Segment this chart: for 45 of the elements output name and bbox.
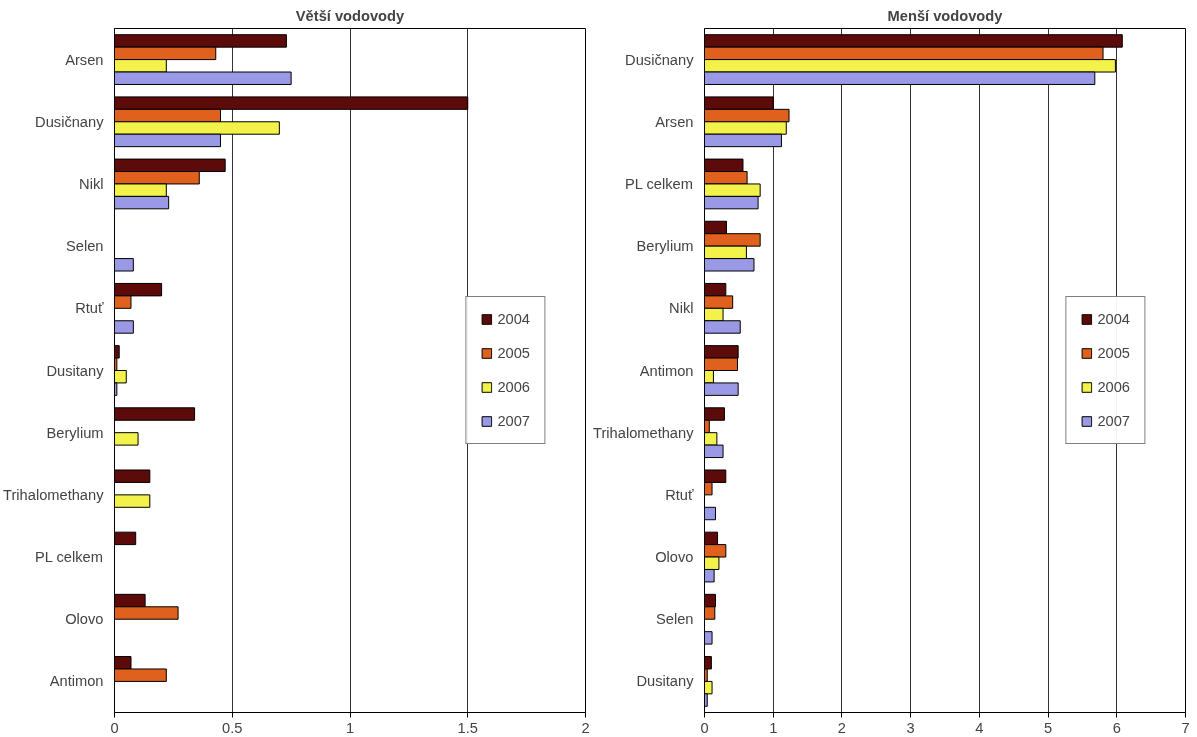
y-tick-label: Selen <box>66 238 104 255</box>
y-tick-label: Arsen <box>65 51 104 68</box>
x-tick-label: 2 <box>581 719 590 736</box>
chart-title: Menší vodovody <box>887 7 1004 24</box>
y-tick-label: Olovo <box>65 611 104 628</box>
y-tick-label: Antimon <box>639 362 694 379</box>
legend-label: 2006 <box>1097 379 1130 395</box>
legend-label: 2006 <box>497 379 530 395</box>
y-tick-label: Rtuť <box>665 486 694 503</box>
y-tick-label: Nikl <box>669 300 694 317</box>
y-tick-label: Nikl <box>79 175 104 192</box>
y-tick-label: Berylium <box>636 238 694 255</box>
legend-label: 2007 <box>1097 413 1130 429</box>
y-tick-label: PL celkem <box>35 549 103 566</box>
y-tick-label: Antimon <box>49 673 104 690</box>
x-tick-label: 1.5 <box>457 719 478 736</box>
y-tick-label: Trihalomethany <box>3 486 105 503</box>
legend-label: 2004 <box>497 311 530 327</box>
x-tick-label: 4 <box>975 719 984 736</box>
x-tick-label: 3 <box>906 719 915 736</box>
legend-label: 2005 <box>1097 345 1130 361</box>
x-tick-label: 1 <box>769 719 778 736</box>
x-tick-label: 7 <box>1181 719 1190 736</box>
legend-label: 2005 <box>497 345 530 361</box>
y-tick-label: Rtuť <box>75 300 104 317</box>
y-tick-label: Dusičnany <box>625 51 695 68</box>
y-tick-label: Dusitany <box>636 673 695 690</box>
y-tick-label: Dusičnany <box>35 113 105 130</box>
x-tick-label: 0 <box>110 719 119 736</box>
y-tick-label: Trihalomethany <box>593 424 695 441</box>
x-tick-label: 1 <box>345 719 355 736</box>
x-tick-label: 0.5 <box>222 719 243 736</box>
y-tick-label: Berylium <box>46 424 104 441</box>
y-tick-label: PL celkem <box>625 175 693 192</box>
x-tick-label: 0 <box>700 719 709 736</box>
legend-label: 2004 <box>1097 311 1130 327</box>
y-tick-label: Arsen <box>655 113 694 130</box>
chart-title: Větší vodovody <box>295 7 406 24</box>
legend-label: 2007 <box>497 413 530 429</box>
x-tick-label: 2 <box>837 719 847 736</box>
y-tick-label: Olovo <box>655 549 694 566</box>
y-tick-label: Selen <box>656 611 694 628</box>
y-tick-label: Dusitany <box>46 362 105 379</box>
x-tick-label: 6 <box>1112 719 1121 736</box>
x-tick-label: 5 <box>1044 719 1053 736</box>
